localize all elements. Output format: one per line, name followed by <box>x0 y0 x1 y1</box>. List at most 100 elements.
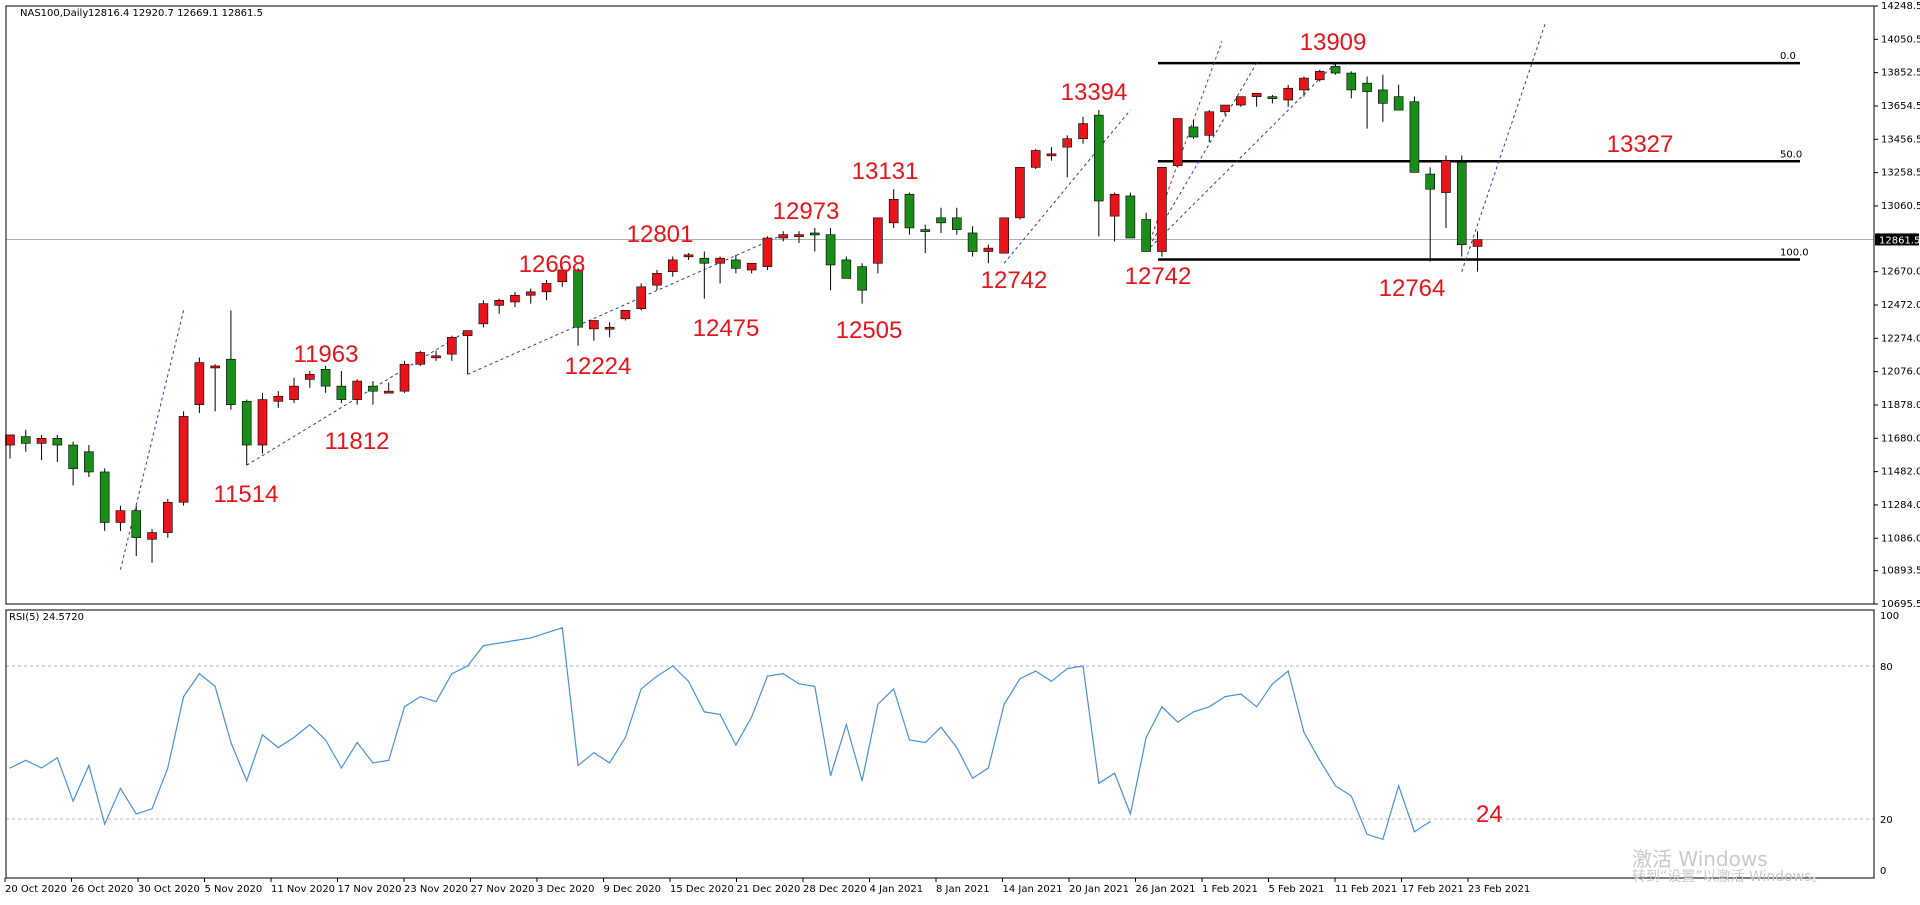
rsi-point <box>530 637 532 639</box>
rsi-point <box>277 747 279 749</box>
rsi-point <box>167 767 169 769</box>
price-annotation: 12742 <box>1125 263 1192 290</box>
rsi-point <box>9 767 11 769</box>
price-tick-label: 12472.0 <box>1881 300 1920 311</box>
trend-line <box>119 310 185 570</box>
rsi-last-value-label: 24 <box>1476 801 1503 828</box>
candle-body <box>1109 193 1120 217</box>
rsi-point <box>356 741 358 744</box>
candle-body <box>1346 72 1357 91</box>
date-tick-label: 3 Dec 2020 <box>537 884 595 895</box>
rsi-point <box>1319 759 1321 761</box>
rsi-point <box>1303 731 1305 733</box>
candle-body <box>841 259 852 279</box>
price-annotation: 12742 <box>981 267 1048 294</box>
candle-body <box>1409 101 1420 173</box>
rsi-point <box>293 736 295 739</box>
rsi-point <box>845 724 847 726</box>
rsi-point <box>577 764 579 767</box>
candle-body <box>683 254 694 258</box>
candle-body <box>1472 239 1483 247</box>
candle-body <box>431 355 441 359</box>
date-tick-label: 5 Nov 2020 <box>205 884 263 895</box>
candle-body <box>1046 153 1057 157</box>
price-annotation: 12973 <box>773 198 840 225</box>
date-tick-label: 17 Nov 2020 <box>338 884 402 895</box>
candle-body <box>636 286 647 310</box>
candle-body <box>652 273 662 286</box>
price-annotation: 11514 <box>214 481 279 508</box>
date-tick-label: 21 Dec 2020 <box>737 884 801 895</box>
rsi-point <box>940 726 942 728</box>
candle-body <box>1441 160 1451 193</box>
watermark-line1: 激活 Windows <box>1632 847 1768 871</box>
candle-body <box>1078 123 1088 140</box>
rsi-point <box>451 673 453 675</box>
rsi-point <box>1050 680 1053 682</box>
date-tick-label: 1 Feb 2021 <box>1202 884 1258 895</box>
candle-body <box>825 234 836 266</box>
rsi-point <box>1382 838 1384 841</box>
rsi-point <box>1208 706 1210 708</box>
candle-body <box>888 199 899 224</box>
candle-body <box>731 259 741 269</box>
candle-body <box>5 434 15 446</box>
price-tick-label: 12274.0 <box>1881 333 1920 344</box>
candle-body <box>1283 87 1293 101</box>
date-tick-label: 20 Jan 2021 <box>1069 884 1129 895</box>
candle-body <box>1094 114 1104 202</box>
candle-body <box>715 257 725 264</box>
candle-body <box>573 269 583 328</box>
date-tick-label: 26 Oct 2020 <box>72 884 134 895</box>
rsi-point <box>656 675 658 677</box>
price-tick-label: 11482.0 <box>1881 467 1920 478</box>
rsi-point <box>372 762 374 764</box>
rsi-point <box>467 665 469 667</box>
date-tick-label: 5 Feb 2021 <box>1269 884 1325 895</box>
candle-body <box>951 217 962 230</box>
rsi-point <box>1129 813 1131 815</box>
price-annotation: 12475 <box>693 315 760 342</box>
rsi-point <box>609 762 611 764</box>
rsi-point <box>672 665 674 667</box>
candle-body <box>778 234 789 239</box>
candle-body <box>305 374 315 380</box>
date-tick-label: 9 Dec 2020 <box>604 884 662 895</box>
rsi-point <box>119 787 122 790</box>
rsi-point <box>1098 782 1100 784</box>
current-price-box <box>1875 233 1919 246</box>
price-annotation: 12505 <box>836 317 903 344</box>
candle-body <box>1157 167 1167 252</box>
date-tick-label: 30 Oct 2020 <box>138 884 200 895</box>
date-tick-label: 8 Jan 2021 <box>936 884 990 895</box>
candle-body <box>336 385 347 400</box>
price-tick-label: 13258.5 <box>1881 168 1920 179</box>
candle-body <box>510 294 520 303</box>
price-annotation: 13909 <box>1300 29 1367 56</box>
rsi-point <box>1271 683 1273 685</box>
candle-body <box>289 385 299 400</box>
price-annotation: 12764 <box>1379 275 1446 302</box>
candle-body <box>1220 104 1230 113</box>
price-annotation: 13131 <box>852 158 919 185</box>
candle-body <box>967 232 978 252</box>
rsi-point <box>624 736 627 739</box>
candle-body <box>809 232 820 236</box>
rsi-point <box>956 747 958 749</box>
rsi-point <box>72 800 74 802</box>
candle-body <box>1425 173 1435 190</box>
rsi-point <box>1114 772 1116 774</box>
candle-body <box>352 380 362 400</box>
price-tick-label: 11284.0 <box>1881 500 1920 511</box>
candle-body <box>746 262 757 271</box>
rsi-point <box>1240 693 1242 695</box>
candle-body <box>1378 89 1388 104</box>
rsi-point <box>1334 785 1337 787</box>
rsi-point <box>640 688 642 690</box>
candle-body <box>1314 71 1325 81</box>
rsi-point <box>766 675 769 677</box>
candle-body <box>620 310 631 320</box>
date-tick-label: 4 Jan 2021 <box>870 884 924 895</box>
candle-body <box>1362 82 1372 92</box>
